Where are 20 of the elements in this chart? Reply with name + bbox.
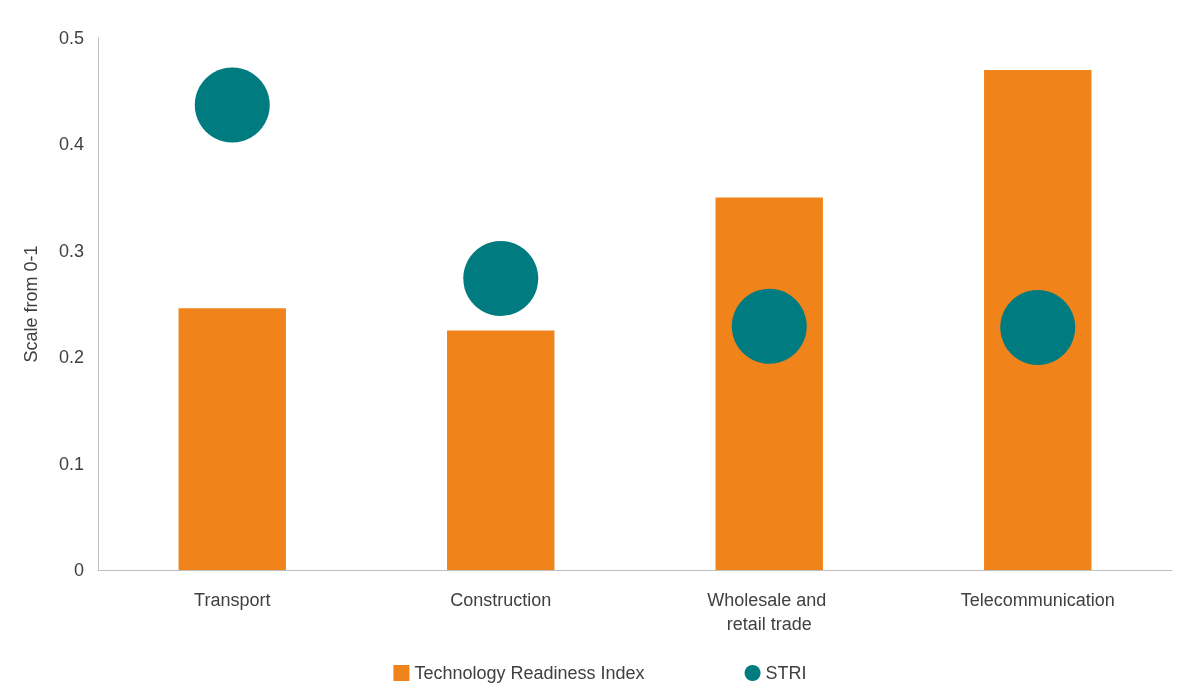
bar <box>984 69 1092 570</box>
bar <box>447 330 555 570</box>
bar <box>178 308 286 570</box>
y-tick-label: 0.3 <box>58 240 84 261</box>
y-tick-label: 0 <box>73 560 84 580</box>
y-tick-label: 0.5 <box>58 28 84 48</box>
x-tick-label: Construction <box>450 590 552 610</box>
legend-label: STRI <box>765 663 807 683</box>
point <box>194 67 270 143</box>
point <box>1000 289 1076 365</box>
x-tick-label: Telecommunication <box>960 590 1115 610</box>
point <box>463 240 539 316</box>
y-tick-label: 0.2 <box>58 347 84 368</box>
y-tick-label: 0.4 <box>58 134 84 155</box>
y-tick-label: 0.1 <box>58 453 84 474</box>
y-axis-title: Scale from 0-1 <box>21 245 41 363</box>
point <box>731 288 807 364</box>
x-tick-label: Wholesale and retail trade <box>707 590 832 634</box>
legend-label: Technology Readiness Index <box>414 663 645 683</box>
x-tick-label: Transport <box>194 590 271 610</box>
